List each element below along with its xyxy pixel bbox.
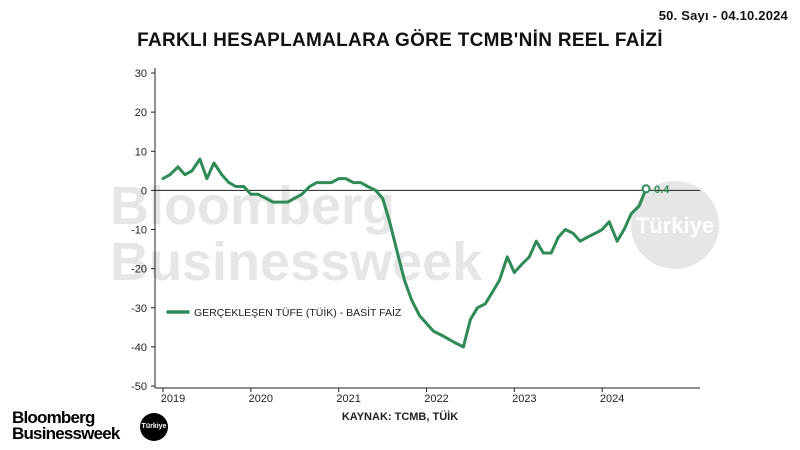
brand-badge: Türkiye — [140, 413, 168, 441]
brand-logo: Bloomberg Businessweek — [12, 408, 120, 443]
watermark-line1: Bloomberg — [110, 176, 395, 236]
x-tick-label: 2021 — [336, 393, 360, 405]
source-note: KAYNAK: TCMB, TÜİK — [341, 411, 459, 423]
issue-date-label: 50. Sayı - 04.10.2024 — [658, 8, 788, 23]
y-tick-label: -30 — [131, 303, 147, 315]
watermark-badge-text: Türkiye — [636, 213, 714, 238]
watermark-line2: Businessweek — [110, 232, 483, 292]
series-end-label-1: 0.4 — [654, 184, 670, 196]
y-tick-label: 30 — [135, 68, 147, 80]
series-end-marker-1 — [641, 184, 651, 194]
x-tick-label: 2023 — [512, 393, 536, 405]
x-tick-label: 2019 — [161, 393, 185, 405]
x-tick-label: 2020 — [249, 393, 273, 405]
y-tick-label: 0 — [141, 185, 147, 197]
bloomberg-watermark: Bloomberg Businessweek Türkiye — [110, 176, 719, 292]
y-tick-label: 20 — [135, 107, 147, 119]
chart-legend: GERÇEKLEŞEN TÜFE (TÜİK) - BASİT FAİZ — [166, 306, 402, 319]
y-tick-label: -20 — [131, 264, 147, 276]
chart-axes: 30 20 10 0 -10 -20 -30 -40 -50 2019 2020 2021 2022 20… — [131, 68, 700, 405]
watermark-badge — [631, 181, 719, 269]
chart-title: FARKLI HESAPLAMALARA GÖRE TCMB'NİN REEL … — [137, 30, 663, 51]
chart-series: 0.4 — [161, 157, 670, 349]
series-line-1 — [161, 157, 648, 349]
brand-line1: Bloomberg — [12, 408, 95, 427]
y-tick-label: -40 — [131, 342, 147, 354]
x-tick-label: 2022 — [424, 393, 448, 405]
legend-label-1: GERÇEKLEŞEN TÜFE (TÜİK) - BASİT FAİZ — [194, 306, 402, 319]
y-tick-label: 10 — [135, 146, 147, 158]
brand-line2: Businessweek — [12, 424, 120, 443]
y-tick-label: -50 — [131, 381, 147, 393]
x-tick-label: 2024 — [600, 393, 624, 405]
y-tick-label: -10 — [131, 225, 147, 237]
